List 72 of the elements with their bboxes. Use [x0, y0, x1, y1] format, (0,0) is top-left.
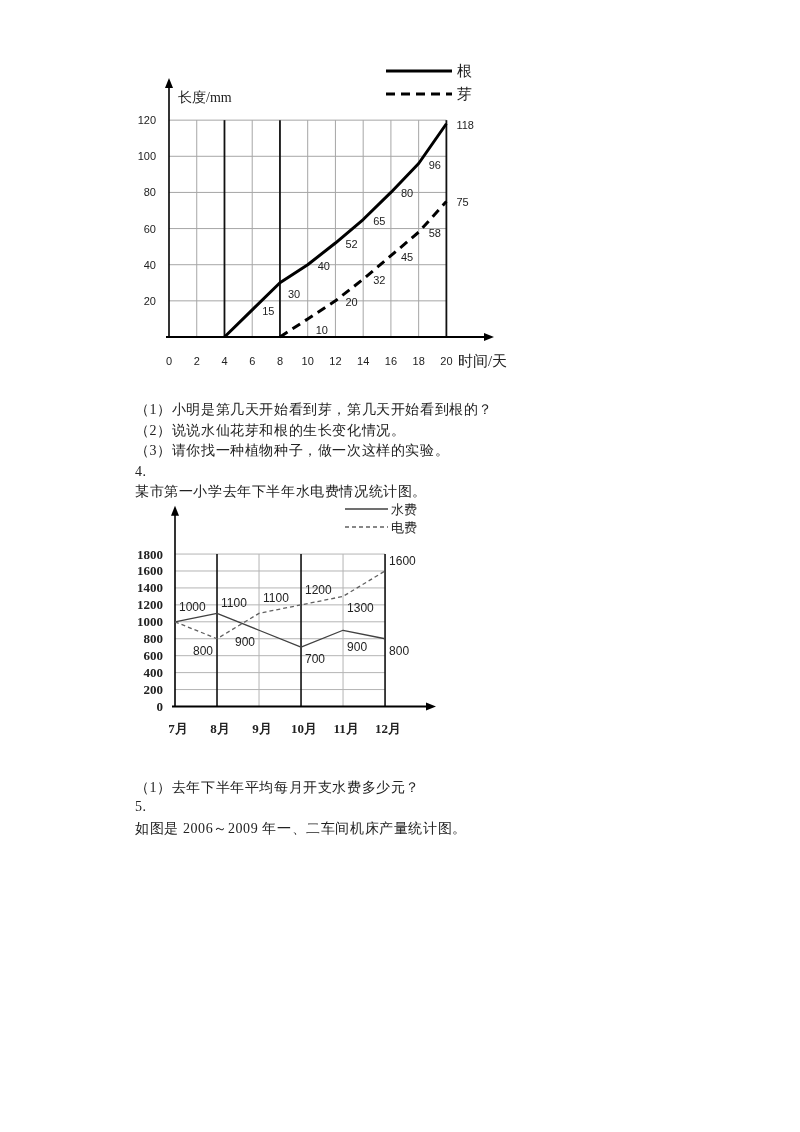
- data-label: 1200: [305, 582, 332, 597]
- x-tick: 20: [440, 355, 453, 367]
- x-label: 时间/天: [458, 353, 508, 369]
- data-label: 1600: [389, 554, 416, 568]
- x-tick: 8: [276, 355, 283, 367]
- data-label: 52: [345, 238, 358, 251]
- y-tick: 600: [143, 648, 163, 664]
- x-tick: 0: [165, 355, 173, 367]
- x-tick: 16: [384, 355, 398, 367]
- data-label: 900: [347, 640, 368, 655]
- y-tick: 100: [137, 150, 156, 163]
- data-label: 1100: [263, 591, 289, 606]
- y-tick: 1000: [137, 614, 163, 630]
- legend-text: 根: [457, 63, 472, 80]
- data-label: 800: [193, 643, 213, 658]
- x-tick: 9月: [252, 720, 272, 736]
- data-label: 45: [400, 250, 414, 263]
- y-tick: 200: [143, 682, 163, 698]
- x-tick: 7月: [168, 720, 188, 736]
- y-tick: 60: [143, 222, 156, 235]
- data-label: 75: [456, 196, 469, 209]
- data-label: 1000: [179, 599, 206, 614]
- x-tick: 12月: [375, 720, 402, 736]
- x-tick: 2: [193, 355, 200, 367]
- data-label: 65: [373, 214, 386, 227]
- x-tick: 10: [301, 355, 314, 367]
- x-tick: 18: [412, 355, 425, 367]
- x-tick: 8月: [210, 720, 230, 736]
- data-label: 1100: [221, 596, 247, 611]
- y-tick: 1200: [137, 597, 163, 613]
- y-tick: 400: [143, 665, 163, 681]
- x-tick: 6: [249, 355, 256, 367]
- y-tick: 20: [143, 294, 156, 307]
- data-label: 80: [400, 187, 414, 200]
- y-tick: 40: [143, 258, 156, 271]
- annotation: （3）请你找一种植物种子，做一次这样的实验。: [135, 443, 450, 458]
- x-tick: 11月: [333, 720, 359, 736]
- y-tick: 800: [143, 631, 163, 647]
- x-tick: 14: [357, 355, 370, 367]
- x-tick: 10月: [291, 720, 318, 736]
- data-label: 32: [373, 274, 386, 287]
- y-label: 长度/mm: [178, 90, 232, 105]
- data-label: 15: [262, 304, 275, 317]
- annotation: 4.: [135, 464, 147, 479]
- x-tick: 4: [221, 355, 228, 367]
- data-label: 30: [287, 287, 301, 300]
- annotation: （1）去年下半年平均每月开支水费多少元？: [135, 780, 420, 795]
- annotation: 如图是 2006～2009 年一、二车间机床产量统计图。: [135, 821, 467, 836]
- data-label: 10: [315, 323, 328, 336]
- legend-text: 水费: [391, 501, 417, 517]
- data-label: 20: [345, 295, 358, 308]
- y-tick: 0: [156, 699, 163, 714]
- y-tick: 1600: [137, 563, 163, 579]
- data-label: 900: [235, 635, 255, 650]
- data-label: 58: [428, 227, 441, 240]
- annotation: 5.: [135, 799, 147, 814]
- y-tick: 80: [143, 186, 156, 199]
- data-label: 1300: [347, 601, 374, 616]
- y-tick: 1400: [137, 580, 163, 596]
- legend-text: 芽: [457, 86, 472, 103]
- data-label: 700: [305, 652, 326, 667]
- annotation: （1）小明是第几天开始看到芽，第几天开始看到根的？: [135, 402, 493, 417]
- title: 某市第一小学去年下半年水电费情况统计图。: [135, 484, 427, 499]
- data-label: 800: [389, 643, 410, 658]
- data-label: 118: [456, 118, 474, 131]
- data-label: 96: [428, 158, 441, 171]
- data-label: 40: [317, 259, 330, 272]
- annotation: （2）说说水仙花芽和根的生长变化情况。: [135, 423, 406, 438]
- y-tick: 120: [137, 114, 156, 127]
- y-tick: 1800: [137, 546, 163, 562]
- legend-text: 电费: [391, 519, 417, 535]
- x-tick: 12: [329, 355, 342, 367]
